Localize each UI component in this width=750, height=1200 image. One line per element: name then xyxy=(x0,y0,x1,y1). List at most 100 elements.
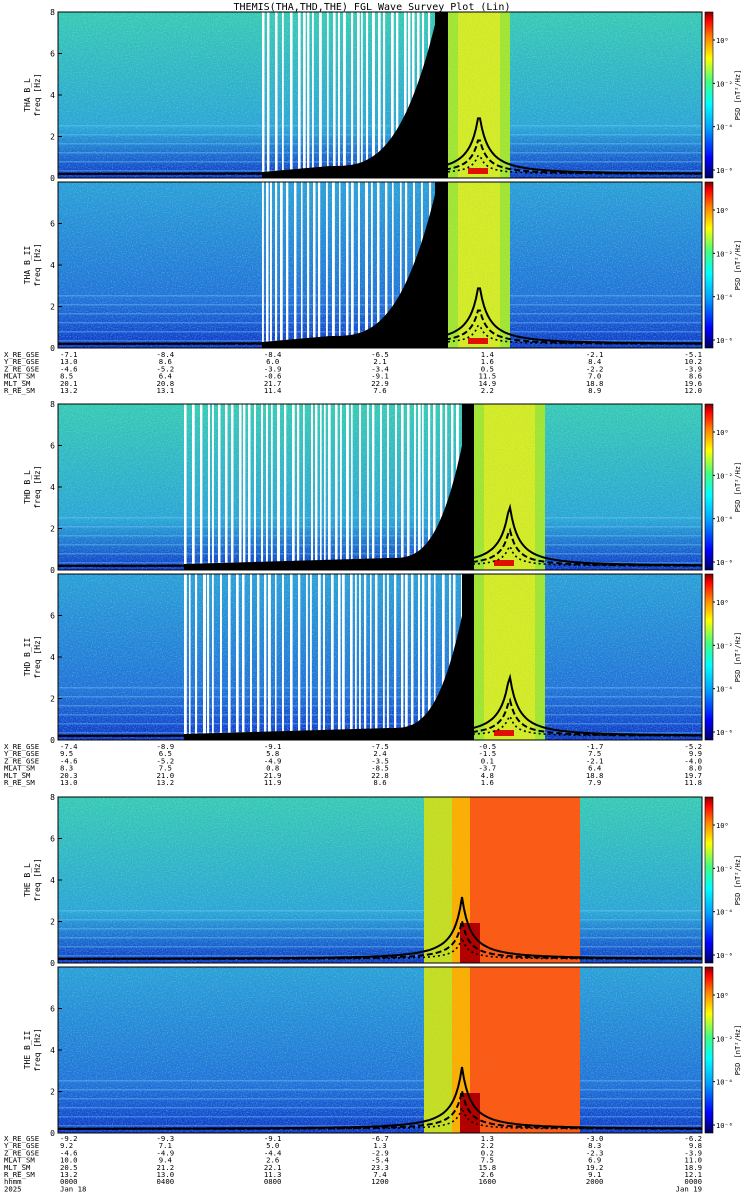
colorbar-label: PSD [nT²/Hz] xyxy=(734,855,742,906)
data-gap-column xyxy=(404,12,407,178)
gyrofrequency-line xyxy=(58,117,702,175)
ephemeris-value: 12.0 xyxy=(684,386,702,395)
colorbar-tick-label: 10⁰ xyxy=(716,37,729,45)
y-axis-label: THE B_II xyxy=(23,1031,32,1070)
ephemeris-value: 0.5 xyxy=(481,364,494,373)
data-gap-column xyxy=(225,404,228,570)
data-gap-column xyxy=(418,574,420,740)
data-gap-column xyxy=(401,574,404,740)
ephemeris-value: -4.9 xyxy=(264,756,282,765)
ephemeris-row-label: X_RE_GSE xyxy=(4,742,39,751)
ephemeris-row-label: Z_RE_GSE xyxy=(4,364,39,373)
data-gap-column xyxy=(392,182,394,348)
wave-band-core xyxy=(494,730,514,736)
harmonic-line xyxy=(58,687,702,689)
y-tick-label: 0 xyxy=(50,1129,55,1138)
data-gap-column xyxy=(267,12,270,178)
data-gap-column xyxy=(250,574,252,740)
ephemeris-row-label: MLAT_SM xyxy=(4,764,35,773)
spectrogram-panel-2: 0 2 4 6 THA B_II freq [Hz] 10⁰ 10⁻² 10⁻⁴ 10⁻⁶ PSD … xyxy=(23,181,742,353)
ephemeris-value: 11.5 xyxy=(479,372,497,381)
ephemeris-value: 1.6 xyxy=(481,357,494,366)
data-gap-column xyxy=(400,182,402,348)
spectrogram-panel-6: 0 2 4 6 THE B_II freq [Hz] 10⁰ 10⁻² 10⁻⁴ 10⁻⁶ PSD … xyxy=(23,966,742,1138)
ephemeris-value: 12.1 xyxy=(684,1170,702,1179)
ephemeris-value: 8.9 xyxy=(588,386,601,395)
saturation-region xyxy=(262,182,438,348)
ephemeris-value: 2000 xyxy=(586,1177,604,1186)
data-gap-column xyxy=(306,574,308,740)
saturation-region xyxy=(262,12,438,178)
y-tick-label: 6 xyxy=(50,1005,55,1014)
ephemeris-value: 0400 xyxy=(157,1177,175,1186)
saturation-region xyxy=(184,404,470,570)
colorbar-label: PSD [nT²/Hz] xyxy=(734,1025,742,1076)
ephemeris-value: -1.5 xyxy=(479,749,497,758)
ephemeris-value: 8.0 xyxy=(689,764,702,773)
data-gap-column xyxy=(275,12,278,178)
data-gap-column xyxy=(290,574,293,740)
data-gap-column xyxy=(228,574,231,740)
y-axis-label: THD B_II xyxy=(23,638,32,677)
ephemeris-value: 6.5 xyxy=(159,749,172,758)
y-tick-label: 4 xyxy=(50,653,55,662)
ephemeris-value: -9.1 xyxy=(371,372,389,381)
data-gap-column xyxy=(338,12,340,178)
colorbar-tick-label: 10⁻² xyxy=(716,250,733,258)
data-gap-column xyxy=(343,12,346,178)
ephemeris-value: 13.2 xyxy=(157,778,175,787)
data-gap-column xyxy=(307,182,310,348)
figure-title: THEMIS(THA,THD,THE) FGL Wave Survey Plot… xyxy=(234,2,511,13)
data-gap-column xyxy=(355,574,357,740)
ephemeris-row-label: MLT_SM xyxy=(4,1163,31,1172)
gyrofrequency-curves xyxy=(58,1066,702,1130)
data-gap-column xyxy=(297,404,300,570)
data-gap-column xyxy=(359,574,361,740)
ephemeris-value: 1.4 xyxy=(481,350,495,359)
ephemeris-value: 2.2 xyxy=(481,1141,494,1150)
data-gap-column xyxy=(264,574,267,740)
data-gap-column xyxy=(380,404,382,570)
colorbar-tick-label: 10⁻⁴ xyxy=(716,294,733,302)
saturation-region xyxy=(184,574,470,740)
data-gap-column xyxy=(254,404,256,570)
colorbar-tick-label: 10⁻⁶ xyxy=(716,167,733,175)
colorbar-tick-label: 10⁻⁶ xyxy=(716,1122,733,1130)
data-gap-column xyxy=(407,404,410,570)
y-axis-label: freq [Hz] xyxy=(33,858,42,901)
colorbar-tick-label: 10⁰ xyxy=(716,599,729,607)
ephemeris-value: -3.9 xyxy=(264,364,282,373)
data-gap-column xyxy=(319,12,322,178)
spectrogram-panels: 0 2 4 6 8 THA B_L freq [Hz] 10⁰ 10⁻² 10⁻⁴ 10⁻⁶ PSD … xyxy=(23,8,742,1138)
ephemeris-value: 5.0 xyxy=(266,1141,279,1150)
data-gap-column xyxy=(364,574,367,740)
ephemeris-value: 8.4 xyxy=(588,357,602,366)
data-gap-column xyxy=(395,404,397,570)
data-gap-column xyxy=(357,12,360,178)
data-gap-column xyxy=(383,574,385,740)
colorbar-label: PSD [nT²/Hz] xyxy=(734,632,742,683)
data-gap-column xyxy=(394,574,397,740)
ephemeris-value: -6.7 xyxy=(371,1134,389,1143)
data-gap-column xyxy=(311,404,314,570)
data-gap-column xyxy=(286,182,289,348)
data-gap-column xyxy=(412,12,415,178)
y-tick-label: 2 xyxy=(50,133,55,142)
gyrofrequency-line xyxy=(58,503,702,567)
y-tick-label: 6 xyxy=(50,835,55,844)
ephemeris-value: 21.0 xyxy=(157,771,175,780)
gyrofrequency-curves xyxy=(58,503,702,567)
ephemeris-value: -8.4 xyxy=(264,350,282,359)
ephemeris-value: -9.1 xyxy=(264,742,282,751)
ephemeris-value: 2.4 xyxy=(373,749,387,758)
data-gap-column xyxy=(323,574,325,740)
data-gap-column xyxy=(207,574,210,740)
ephemeris-row-label: X_RE_GSE xyxy=(4,1134,39,1143)
ephemeris-value: 0.8 xyxy=(266,764,279,773)
ephemeris-value: 9.1 xyxy=(588,1170,601,1179)
data-gap-column xyxy=(315,404,318,570)
y-tick-label: 8 xyxy=(50,400,55,409)
ephemeris-value: 9.9 xyxy=(689,749,702,758)
ephemeris-value: 19.7 xyxy=(684,771,702,780)
ephemeris-value: 6.0 xyxy=(266,357,279,366)
